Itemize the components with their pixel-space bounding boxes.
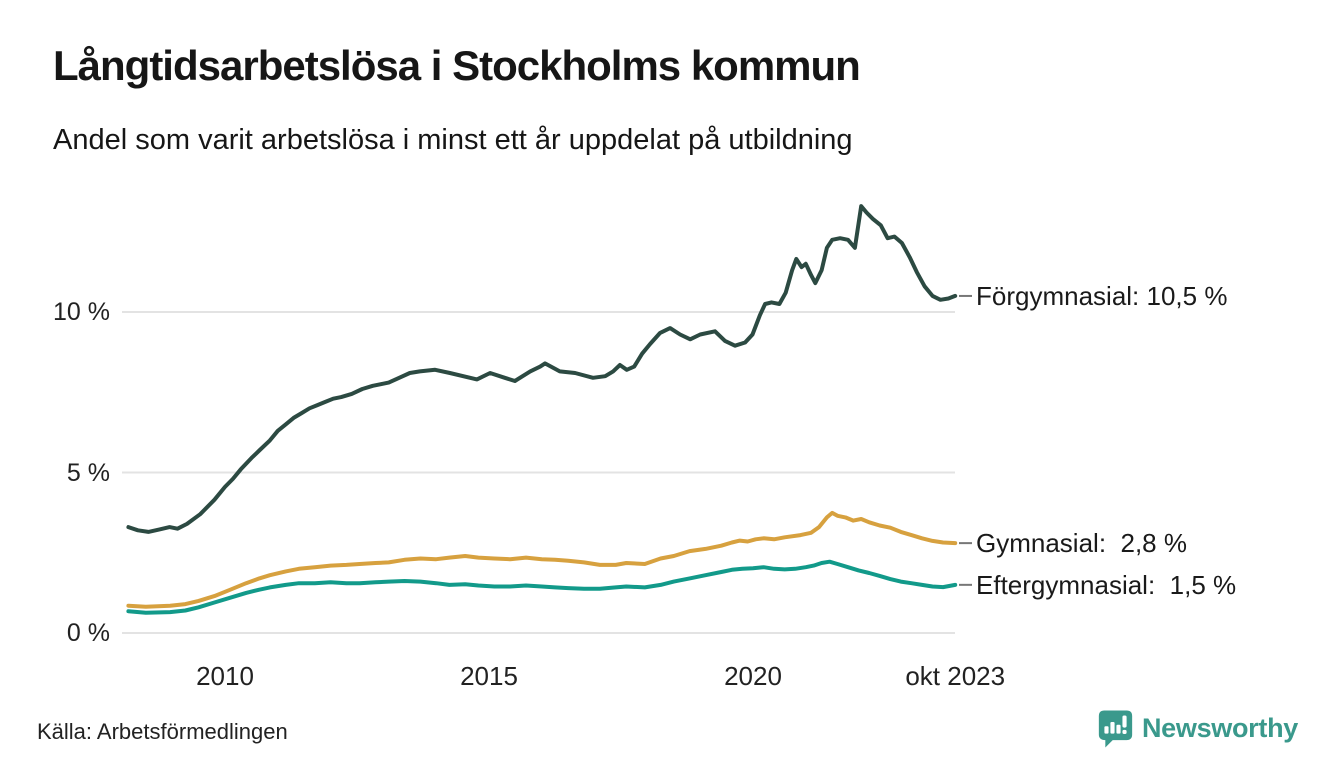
y-tick-2: 10 % xyxy=(53,298,110,326)
series-label-forgymnasial: Förgymnasial: 10,5 % xyxy=(976,280,1228,311)
newsworthy-wordmark: Newsworthy xyxy=(1141,713,1298,743)
x-tick-1: 2015 xyxy=(460,661,518,691)
series-line-gymnasial xyxy=(126,510,958,609)
y-tick-1: 5 % xyxy=(66,458,110,487)
x-tick-3: okt 2023 xyxy=(905,661,1006,691)
series-label-gymnasial: Gymnasial: 2,8 % xyxy=(976,528,1187,559)
series-line-forgymnasial xyxy=(126,204,958,534)
x-tick-0: 2010 xyxy=(196,661,254,691)
x-tick-2: 2020 xyxy=(724,661,782,691)
page-subtitle: Andel som varit arbetslösa i minst ett å… xyxy=(53,124,853,156)
newsworthy-logo: Newsworthy xyxy=(1097,708,1298,749)
newsworthy-chart-bubble-icon xyxy=(1098,710,1133,748)
series-label-eftergymnasial: Eftergymnasial: 1,5 % xyxy=(976,569,1237,600)
page-title: Långtidsarbetslösa i Stockholms kommun xyxy=(53,42,861,89)
source-note: Källa: Arbetsförmedlingen xyxy=(37,719,288,744)
y-tick-0: 0 % xyxy=(66,619,110,647)
series-line-eftergymnasial xyxy=(126,559,958,615)
